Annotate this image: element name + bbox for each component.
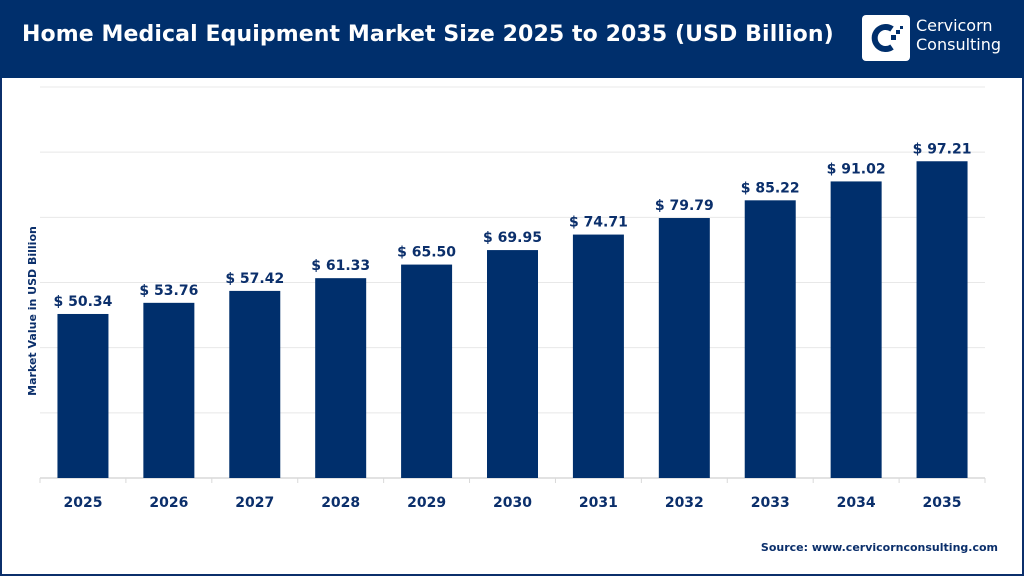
data-label: $ 69.95 [483,230,542,246]
bar-2030 [487,250,538,478]
data-label: $ 97.21 [913,141,972,157]
data-label: $ 53.76 [139,283,198,299]
y-axis-label: Market Value in USD Billion [26,226,39,396]
x-tick-label: 2027 [235,495,274,511]
source-note: Source: www.cervicornconsulting.com [760,541,998,554]
x-tick-label: 2033 [751,495,790,511]
x-tick-label: 2030 [493,495,532,511]
logo-text: Cervicorn Consulting [916,16,1001,54]
chart-title: Home Medical Equipment Market Size 2025 … [22,22,834,47]
bar-2026 [143,302,195,478]
x-tick-label: 2028 [321,495,360,511]
data-label: $ 85.22 [741,180,800,196]
data-label: $ 74.71 [569,215,628,231]
x-tick-label: 2032 [665,495,704,511]
header-bar: Home Medical Equipment Market Size 2025 … [0,0,1024,78]
x-tick-label: 2025 [63,495,102,511]
bar-2029 [401,264,453,478]
bar-2025 [57,313,109,478]
bar-2034 [830,181,882,478]
data-label: $ 91.02 [827,161,886,177]
data-label: $ 61.33 [311,258,370,274]
logo-text-line2: Consulting [916,35,1002,54]
bar-2031 [572,234,624,478]
x-tick-label: 2035 [923,495,962,511]
bar-2035 [916,161,968,478]
x-tick-label: 2029 [407,495,446,511]
bar-2032 [658,218,710,478]
data-label: $ 57.42 [225,271,284,287]
cervicorn-logo-icon [862,15,910,61]
data-label: $ 65.50 [397,245,456,261]
bar-2033 [744,200,796,478]
x-tick-label: 2034 [837,495,876,511]
x-tick-label: 2026 [149,495,188,511]
bar-2027 [229,290,281,478]
data-label: $ 50.34 [54,294,113,310]
logo-text-line1: Cervicorn [916,16,993,35]
bar-2028 [315,278,367,478]
data-label: $ 79.79 [655,198,714,214]
x-tick-label: 2031 [579,495,618,511]
